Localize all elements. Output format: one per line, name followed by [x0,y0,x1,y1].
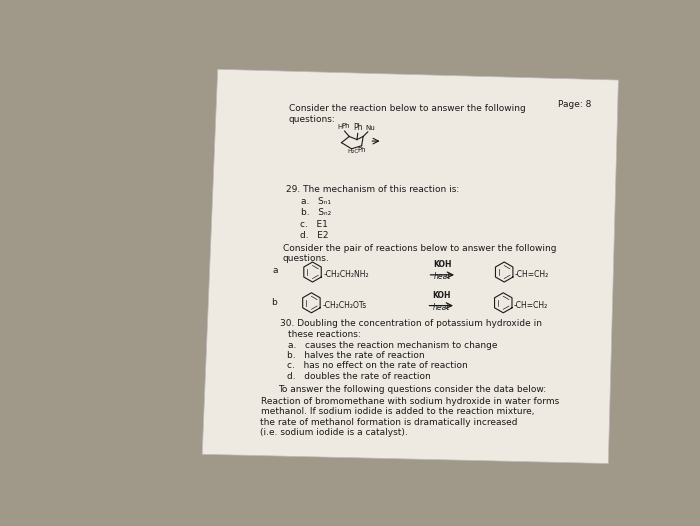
Text: Ph: Ph [357,147,366,153]
Text: these reactions:: these reactions: [288,330,361,339]
Text: Nu: Nu [365,125,375,132]
Text: Ph: Ph [342,123,351,129]
Polygon shape [202,69,618,463]
Text: -CH₂CH₂NH₂: -CH₂CH₂NH₂ [323,270,369,279]
Text: Consider the reaction below to answer the following: Consider the reaction below to answer th… [288,104,525,113]
Text: heat: heat [434,272,451,281]
Text: -CH=CH₂: -CH=CH₂ [515,270,550,279]
Text: a.   causes the reaction mechanism to change: a. causes the reaction mechanism to chan… [288,341,497,350]
Text: KOH: KOH [433,291,452,300]
Text: heat: heat [433,303,450,312]
Text: a: a [272,266,278,276]
Text: H₂C: H₂C [347,149,359,155]
Text: b.   Sₙ₂: b. Sₙ₂ [301,208,331,217]
Text: Reaction of bromomethane with sodium hydroxide in water forms: Reaction of bromomethane with sodium hyd… [261,397,559,406]
Text: -CH₂CH₂OTs: -CH₂CH₂OTs [322,300,367,310]
Text: a.   Sₙ₁: a. Sₙ₁ [301,197,331,206]
Text: c.   E1: c. E1 [300,220,328,229]
Text: 29. The mechanism of this reaction is:: 29. The mechanism of this reaction is: [286,185,458,194]
Text: H: H [337,124,342,130]
Text: questions.: questions. [283,255,330,264]
Text: Page: 8: Page: 8 [558,99,591,108]
Text: To answer the following questions consider the data below:: To answer the following questions consid… [278,385,546,394]
Text: questions:: questions: [288,116,335,125]
Text: d.   doubles the rate of reaction: d. doubles the rate of reaction [286,372,430,381]
Text: Ph: Ph [353,123,363,132]
Text: (i.e. sodium iodide is a catalyst).: (i.e. sodium iodide is a catalyst). [260,428,408,437]
Text: d.   E2: d. E2 [300,231,328,240]
Text: -CH=CH₂: -CH=CH₂ [514,300,548,310]
Text: 30. Doubling the concentration of potassium hydroxide in: 30. Doubling the concentration of potass… [281,319,542,328]
Text: b: b [271,298,277,307]
Text: methanol. If sodium iodide is added to the reaction mixture,: methanol. If sodium iodide is added to t… [261,408,534,417]
Text: KOH: KOH [434,260,452,269]
Text: b.   halves the rate of reaction: b. halves the rate of reaction [288,351,425,360]
Text: the rate of methanol formation is dramatically increased: the rate of methanol formation is dramat… [260,418,518,427]
Text: c.   has no effect on the rate of reaction: c. has no effect on the rate of reaction [287,361,468,370]
Text: Consider the pair of reactions below to answer the following: Consider the pair of reactions below to … [284,244,556,252]
